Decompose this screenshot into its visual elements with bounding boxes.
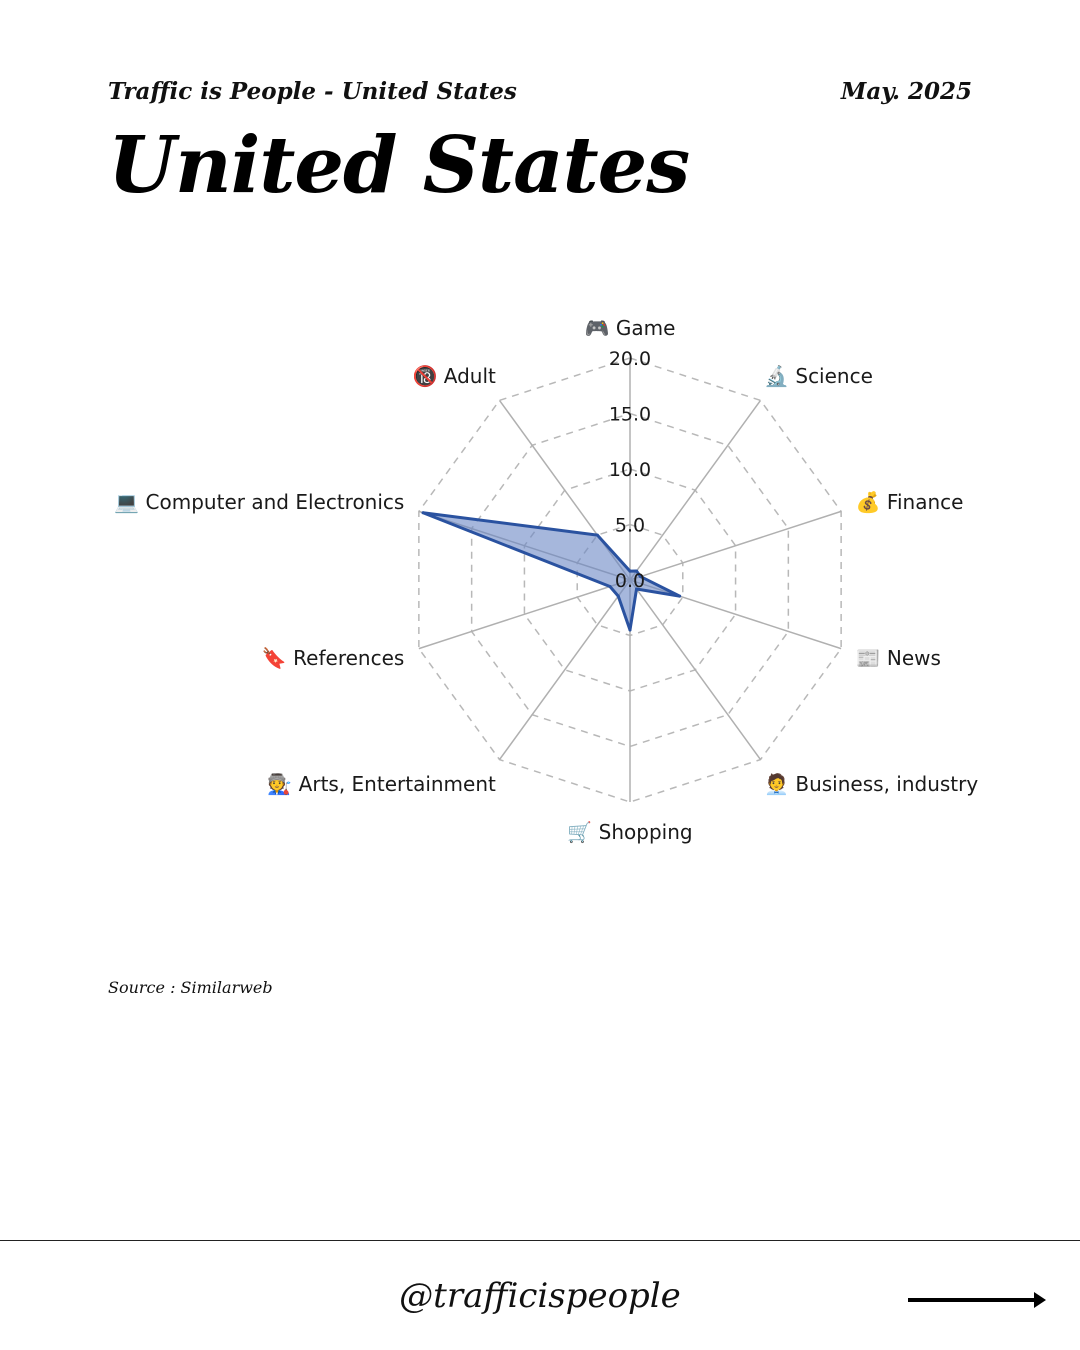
radial-tick-label: 5.0	[615, 515, 645, 537]
data-point	[595, 533, 599, 537]
radial-tick-label: 15.0	[609, 404, 651, 426]
data-point	[608, 585, 612, 589]
radar-chart-svg: 0.0 5.0 10.0 15.0 20.0 🎮 Game 🔬 Science 💰 Finan…	[114, 316, 978, 844]
header-subtitle: Traffic is People - United States	[108, 78, 517, 105]
data-point	[639, 575, 643, 579]
data-point	[628, 628, 632, 632]
data-point	[678, 594, 682, 598]
page-title: United States	[108, 120, 690, 211]
category-axis-label: 🧑‍🏭 Arts, Entertainment	[267, 772, 496, 796]
radar-chart: 0.0 5.0 10.0 15.0 20.0 🎮 Game 🔬 Science 💰 Finan…	[0, 290, 1080, 870]
source-note: Source : Similarweb	[108, 978, 273, 997]
axis-spoke	[629, 399, 762, 581]
axis-spoke	[498, 579, 631, 761]
category-axis-label: 🔞 Adult	[413, 364, 497, 388]
axis-spoke	[418, 579, 631, 650]
grid-ring	[470, 412, 790, 748]
category-axis-label: 🔖 References	[262, 646, 404, 670]
radial-tick-label: 20.0	[609, 348, 651, 370]
category-axis-label: 🔬 Science	[764, 364, 873, 388]
category-axis-label: 🧑‍💼 Business, industry	[764, 772, 978, 796]
data-point	[635, 569, 639, 573]
arrow-right-icon[interactable]	[906, 1288, 1048, 1312]
category-axis-label: 💰 Finance	[856, 490, 964, 514]
category-axis-label: 📰 News	[856, 646, 941, 670]
category-axis-label: 🛒 Shopping	[567, 820, 692, 844]
data-point	[421, 511, 425, 515]
radial-tick-label: 10.0	[609, 459, 651, 481]
data-point	[616, 594, 620, 598]
category-axis-label: 🎮 Game	[585, 316, 676, 340]
category-axis-label: 💻 Computer and Electronics	[114, 490, 404, 514]
header-date: May. 2025	[840, 78, 972, 105]
radial-tick-label: 0.0	[615, 570, 645, 592]
axis-spoke	[629, 579, 762, 761]
footer-handle: @trafficispeople	[399, 1276, 681, 1316]
footer-divider	[0, 1240, 1080, 1241]
data-point	[628, 569, 632, 573]
axis-spoke	[629, 510, 842, 581]
data-point	[635, 587, 639, 591]
